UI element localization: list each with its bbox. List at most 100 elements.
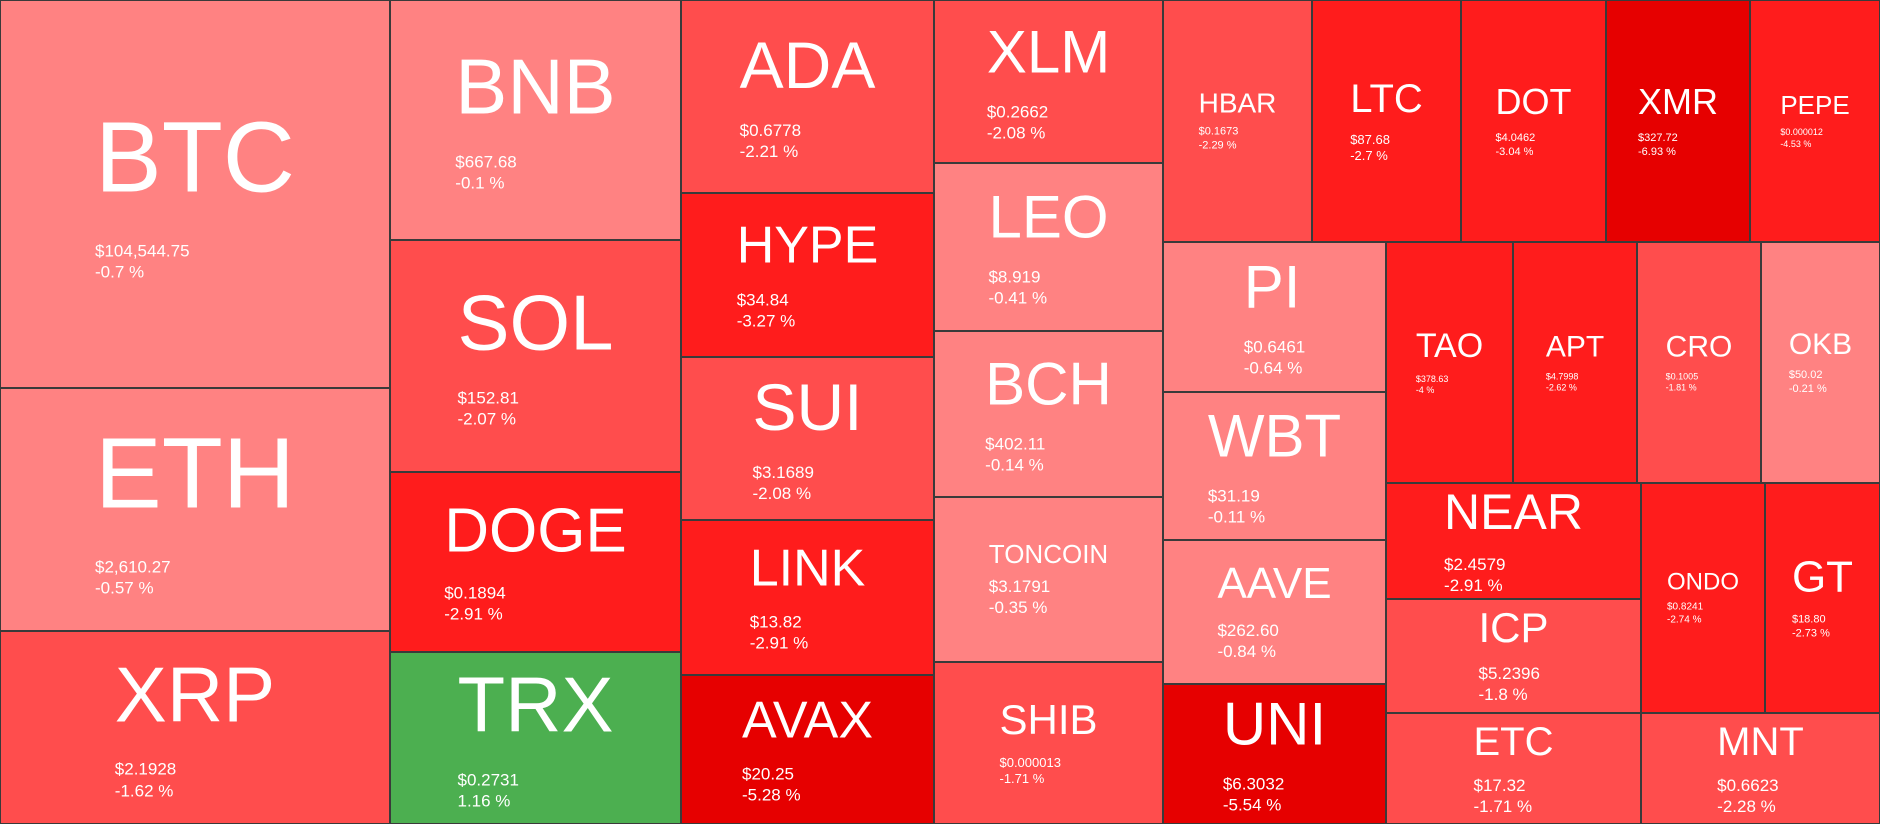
- tile-tao[interactable]: TAO $378.63 -4 %: [1386, 242, 1513, 483]
- tile-hype[interactable]: HYPE $34.84 -3.27 %: [681, 193, 934, 357]
- tile-content: ETH $2,610.27 -0.57 %: [95, 420, 295, 599]
- tile-content: GT $18.80 -2.73 %: [1791, 552, 1854, 642]
- coin-change: -2.21 %: [739, 142, 799, 162]
- tile-content: BCH $402.11 -0.14 %: [985, 352, 1112, 476]
- tile-eth[interactable]: ETH $2,610.27 -0.57 %: [0, 388, 390, 631]
- coin-price: $0.000012: [1780, 127, 1823, 138]
- tile-content: DOGE $0.1894 -2.91 %: [444, 499, 627, 626]
- tile-content: HBAR $0.1673 -2.29 %: [1198, 88, 1277, 154]
- coin-price: $87.68: [1350, 131, 1390, 147]
- coin-symbol: HYPE: [736, 216, 879, 275]
- coin-symbol: LTC: [1350, 76, 1423, 121]
- coin-change: -2.07 %: [457, 409, 517, 429]
- tile-cro[interactable]: CRO $0.1005 -1.81 %: [1637, 242, 1761, 483]
- coin-price: $378.63: [1415, 374, 1449, 385]
- coin-price: $327.72: [1638, 131, 1678, 144]
- tile-xlm[interactable]: XLM $0.2662 -2.08 %: [934, 0, 1163, 163]
- coin-symbol: PEPE: [1780, 90, 1850, 121]
- tile-ondo[interactable]: ONDO $0.8241 -2.74 %: [1641, 483, 1765, 713]
- tile-doge[interactable]: DOGE $0.1894 -2.91 %: [390, 472, 681, 652]
- coin-change: -1.8 %: [1478, 685, 1528, 705]
- coin-change: -2.62 %: [1545, 382, 1577, 393]
- coin-price: $152.81: [457, 388, 519, 408]
- coin-symbol: ONDO: [1667, 568, 1739, 596]
- coin-change: -0.14 %: [985, 455, 1044, 475]
- coin-symbol: BNB: [455, 42, 616, 131]
- coin-price: $0.1894: [444, 583, 506, 603]
- coin-change: -1.71 %: [1473, 796, 1533, 816]
- tile-bch[interactable]: BCH $402.11 -0.14 %: [934, 331, 1163, 497]
- tile-ada[interactable]: ADA $0.6778 -2.21 %: [681, 0, 934, 193]
- coin-symbol: UNI: [1222, 690, 1327, 758]
- tile-sol[interactable]: SOL $152.81 -2.07 %: [390, 240, 681, 472]
- tile-mnt[interactable]: MNT $0.6623 -2.28 %: [1641, 713, 1880, 824]
- coin-symbol: TONCOIN: [988, 538, 1109, 569]
- coin-change: -6.93 %: [1638, 145, 1676, 158]
- coin-price: $2,610.27: [95, 556, 171, 576]
- tile-pi[interactable]: PI $0.6461 -0.64 %: [1163, 242, 1386, 392]
- tile-toncoin[interactable]: TONCOIN $3.1791 -0.35 %: [934, 497, 1163, 662]
- tile-ltc[interactable]: LTC $87.68 -2.7 %: [1312, 0, 1461, 242]
- coin-change: -1.62 %: [114, 780, 174, 800]
- coin-price: $6.3032: [1222, 774, 1285, 794]
- coin-price: $20.25: [741, 764, 794, 784]
- coin-symbol: XRP: [114, 649, 276, 738]
- tile-leo[interactable]: LEO $8.919 -0.41 %: [934, 163, 1163, 331]
- coin-symbol: LEO: [988, 183, 1109, 251]
- tile-avax[interactable]: AVAX $20.25 -5.28 %: [681, 675, 934, 824]
- tile-content: WBT $31.19 -0.11 %: [1208, 404, 1341, 528]
- coin-change: -0.35 %: [988, 598, 1048, 618]
- coin-price: $402.11: [985, 434, 1046, 454]
- coin-symbol: MNT: [1717, 719, 1804, 764]
- coin-price: $4.7998: [1545, 371, 1579, 382]
- tile-near[interactable]: NEAR $2.4579 -2.91 %: [1386, 483, 1641, 599]
- tile-shib[interactable]: SHIB $0.000013 -1.71 %: [934, 662, 1163, 824]
- coin-price: $0.2662: [986, 101, 1049, 121]
- coin-symbol: BTC: [95, 101, 295, 214]
- coin-price: $18.80: [1791, 613, 1826, 626]
- coin-change: -2.91 %: [749, 633, 809, 653]
- coin-price: $0.1673: [1198, 125, 1239, 138]
- coin-symbol: DOGE: [444, 496, 627, 566]
- tile-okb[interactable]: OKB $50.02 -0.21 %: [1761, 242, 1880, 483]
- coin-price: $2.4579: [1444, 554, 1506, 574]
- tile-dot[interactable]: DOT $4.0462 -3.04 %: [1461, 0, 1606, 242]
- tile-etc[interactable]: ETC $17.32 -1.71 %: [1386, 713, 1641, 824]
- coin-price: $262.60: [1217, 621, 1279, 641]
- tile-trx[interactable]: TRX $0.2731 1.16 %: [390, 652, 681, 824]
- tile-bnb[interactable]: BNB $667.68 -0.1 %: [390, 0, 681, 240]
- coin-symbol: XLM: [986, 17, 1111, 85]
- tile-pepe[interactable]: PEPE $0.000012 -4.53 %: [1750, 0, 1880, 242]
- tile-uni[interactable]: UNI $6.3032 -5.54 %: [1163, 684, 1386, 824]
- coin-change: -2.74 %: [1667, 614, 1702, 626]
- coin-price: $13.82: [749, 612, 802, 632]
- tile-aave[interactable]: AAVE $262.60 -0.84 %: [1163, 540, 1386, 684]
- tile-content: AAVE $262.60 -0.84 %: [1217, 560, 1331, 663]
- tile-content: XMR $327.72 -6.93 %: [1638, 83, 1718, 159]
- coin-symbol: WBT: [1207, 402, 1342, 470]
- tile-link[interactable]: LINK $13.82 -2.91 %: [681, 520, 934, 675]
- coin-change: -1.71 %: [999, 771, 1045, 787]
- tile-xmr[interactable]: XMR $327.72 -6.93 %: [1606, 0, 1750, 242]
- tile-apt[interactable]: APT $4.7998 -2.62 %: [1513, 242, 1637, 483]
- coin-change: -2.29 %: [1198, 139, 1237, 152]
- coin-price: $104,544.75: [95, 241, 190, 261]
- tile-hbar[interactable]: HBAR $0.1673 -2.29 %: [1163, 0, 1312, 242]
- tile-xrp[interactable]: XRP $2.1928 -1.62 %: [0, 631, 390, 824]
- tile-icp[interactable]: ICP $5.2396 -1.8 %: [1386, 599, 1641, 713]
- coin-symbol: GT: [1791, 552, 1854, 602]
- tile-content: ICP $5.2396 -1.8 %: [1478, 606, 1548, 706]
- coin-symbol: CRO: [1665, 330, 1733, 363]
- coin-price: $0.6778: [739, 120, 802, 140]
- tile-wbt[interactable]: WBT $31.19 -0.11 %: [1163, 392, 1386, 540]
- tile-content: PI $0.6461 -0.64 %: [1244, 255, 1305, 379]
- tile-content: MNT $0.6623 -2.28 %: [1717, 720, 1804, 817]
- coin-change: -2.91 %: [444, 605, 503, 625]
- tile-btc[interactable]: BTC $104,544.75 -0.7 %: [0, 0, 390, 388]
- coin-symbol: AVAX: [741, 690, 874, 749]
- tile-gt[interactable]: GT $18.80 -2.73 %: [1765, 483, 1880, 713]
- coin-symbol: PI: [1243, 253, 1301, 321]
- tile-sui[interactable]: SUI $3.1689 -2.08 %: [681, 357, 934, 520]
- coin-price: $34.84: [736, 290, 789, 310]
